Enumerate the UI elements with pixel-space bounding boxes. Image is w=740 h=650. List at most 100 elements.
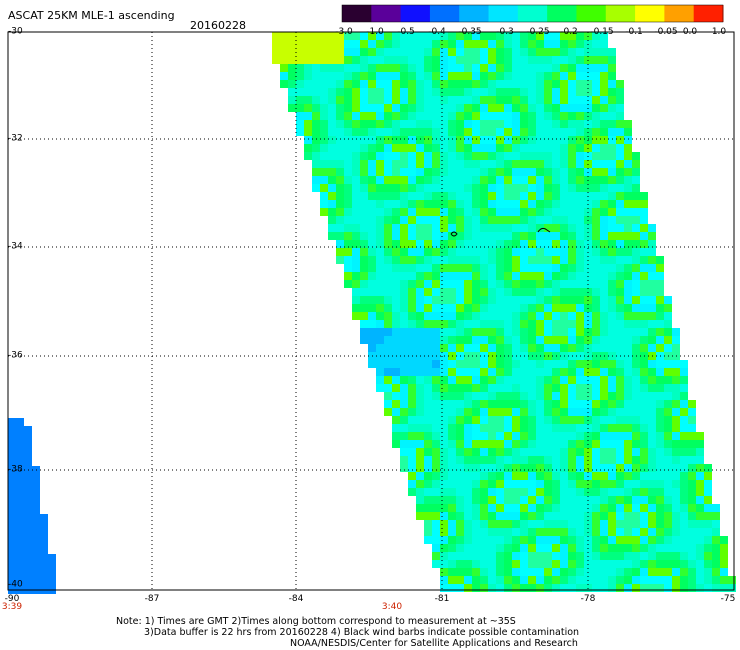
swath-cell	[488, 416, 496, 424]
swath-cell	[32, 578, 40, 586]
swath-cell	[392, 240, 400, 248]
swath-cell	[32, 554, 40, 562]
swath-cell	[448, 40, 456, 48]
swath-cell	[552, 424, 560, 432]
swath-cell	[504, 464, 512, 472]
swath-cell	[496, 144, 504, 152]
swath-cell	[552, 288, 560, 296]
swath-cell	[528, 64, 536, 72]
swath-cell	[496, 360, 504, 368]
swath-cell	[616, 496, 624, 504]
swath-cell	[440, 200, 448, 208]
swath-cell	[632, 320, 640, 328]
swath-cell	[560, 464, 568, 472]
swath-cell	[576, 264, 584, 272]
swath-cell	[632, 432, 640, 440]
swath-cell	[488, 152, 496, 160]
swath-cell	[616, 256, 624, 264]
swath-cell	[488, 512, 496, 520]
swath-cell	[592, 552, 600, 560]
swath-cell	[512, 200, 520, 208]
swath-cell	[32, 514, 40, 522]
swath-cell	[448, 384, 456, 392]
swath-cell	[424, 160, 432, 168]
swath-cell	[392, 112, 400, 120]
swath-cell	[496, 72, 504, 80]
swath-cell	[512, 88, 520, 96]
swath-cell	[656, 392, 664, 400]
swath-cell	[392, 48, 400, 56]
swath-cell	[32, 570, 40, 578]
swath-cell	[632, 384, 640, 392]
swath-cell	[688, 416, 696, 424]
swath-cell	[624, 128, 632, 136]
swath-cell	[536, 216, 544, 224]
swath-cell	[336, 72, 344, 80]
swath-cell	[496, 472, 504, 480]
swath-cell	[424, 232, 432, 240]
swath-cell	[616, 424, 624, 432]
swath-cell	[424, 224, 432, 232]
swath-cell	[512, 400, 520, 408]
swath-cell	[512, 504, 520, 512]
swath-cell	[400, 440, 408, 448]
swath-cell	[560, 272, 568, 280]
swath-cell	[424, 216, 432, 224]
swath-cell	[600, 232, 608, 240]
swath-cell	[632, 248, 640, 256]
colorbar	[341, 4, 724, 23]
swath-cell	[352, 224, 360, 232]
swath-cell	[512, 464, 520, 472]
swath-cell	[16, 434, 24, 442]
swath-cell	[520, 200, 528, 208]
swath-cell	[424, 368, 432, 376]
swath-cell	[448, 176, 456, 184]
swath-cell	[16, 418, 24, 426]
swath-cell	[504, 296, 512, 304]
swath-cell	[472, 72, 480, 80]
swath-cell	[536, 144, 544, 152]
swath-cell	[528, 160, 536, 168]
swath-cell	[456, 144, 464, 152]
swath-cell	[360, 104, 368, 112]
swath-cell	[696, 536, 704, 544]
swath-cell	[416, 40, 424, 48]
swath-cell	[440, 496, 448, 504]
swath-cell	[464, 432, 472, 440]
swath-cell	[472, 192, 480, 200]
swath-cell	[616, 368, 624, 376]
swath-cell	[416, 112, 424, 120]
swath-cell	[464, 184, 472, 192]
swath-cell	[448, 216, 456, 224]
swath-cell	[536, 344, 544, 352]
swath-cell	[536, 544, 544, 552]
swath-cell	[544, 240, 552, 248]
swath-cell	[448, 544, 456, 552]
swath-cell	[424, 208, 432, 216]
colorbar-label: -0.05	[654, 27, 678, 37]
swath-cell	[416, 216, 424, 224]
swath-cell	[400, 376, 408, 384]
swath-cell	[552, 304, 560, 312]
swath-cell	[528, 40, 536, 48]
swath-cell	[616, 328, 624, 336]
swath-cell	[528, 272, 536, 280]
swath-cell	[424, 192, 432, 200]
swath-cell	[624, 304, 632, 312]
swath-cell	[448, 296, 456, 304]
swath-cell	[528, 584, 536, 592]
swath-cell	[352, 136, 360, 144]
swath-cell	[368, 328, 376, 336]
swath-cell	[488, 480, 496, 488]
swath-cell	[392, 384, 400, 392]
swath-cell	[456, 120, 464, 128]
swath-cell	[280, 32, 288, 40]
swath-cell	[656, 336, 664, 344]
swath-cell	[480, 448, 488, 456]
swath-cell	[520, 224, 528, 232]
swath-cell	[456, 480, 464, 488]
swath-cell	[432, 192, 440, 200]
swath-cell	[368, 32, 376, 40]
swath-cell	[448, 336, 456, 344]
swath-cell	[616, 584, 624, 592]
